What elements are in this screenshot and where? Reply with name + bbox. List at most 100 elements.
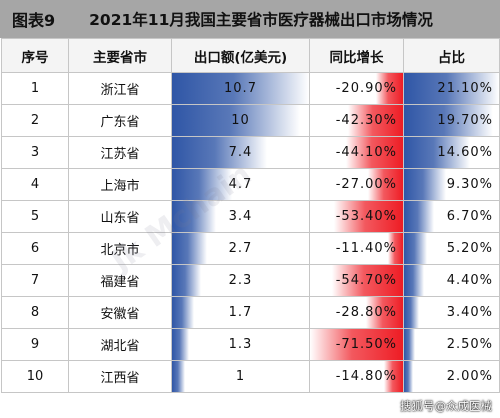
row-export-value: 2.3 <box>228 273 253 288</box>
row-index: 7 <box>1 264 69 297</box>
row-export: 2.3 <box>171 264 310 297</box>
row-province: 江西省 <box>68 360 172 393</box>
row-growth: -42.30% <box>309 104 404 137</box>
row-share-value: 2.00% <box>446 369 493 384</box>
row-growth-bar <box>365 297 403 328</box>
table-row: 7 福建省 2.3 -54.70% 4.40% <box>1 264 500 297</box>
row-export-bar <box>172 297 194 328</box>
row-share: 2.00% <box>403 360 500 393</box>
row-index: 4 <box>1 168 69 201</box>
row-growth: -71.50% <box>309 328 404 361</box>
row-growth-bar <box>375 73 403 104</box>
row-export-value: 4.7 <box>228 177 253 192</box>
table-row: 2 广东省 10 -42.30% 19.70% <box>1 104 500 137</box>
row-growth-value: -53.40% <box>335 209 397 224</box>
row-growth-bar <box>383 361 403 392</box>
row-province: 江苏省 <box>68 136 172 169</box>
row-export: 10 <box>171 104 310 137</box>
row-growth-value: -28.80% <box>335 305 397 320</box>
row-index: 3 <box>1 136 69 169</box>
row-growth-bar <box>345 137 403 168</box>
row-export-value: 1.7 <box>228 305 253 320</box>
export-table: 序号 主要省市 出口额(亿美元) 同比增长 占比 1 浙江省 10.7 -20.90%… <box>1 38 500 393</box>
row-index: 9 <box>1 328 69 361</box>
row-export: 1.7 <box>171 296 310 329</box>
table-header-row: 序号 主要省市 出口额(亿美元) 同比增长 占比 <box>1 38 500 73</box>
row-share: 4.40% <box>403 264 500 297</box>
row-export: 2.7 <box>171 232 310 265</box>
row-index: 2 <box>1 104 69 137</box>
header-export: 出口额(亿美元) <box>171 38 310 73</box>
row-growth-bar <box>331 265 403 296</box>
row-growth: -54.70% <box>309 264 404 297</box>
row-growth-bar <box>333 201 403 232</box>
row-growth-value: -27.00% <box>335 177 397 192</box>
row-share-value: 19.70% <box>437 113 493 128</box>
row-province: 广东省 <box>68 104 172 137</box>
row-share: 3.40% <box>403 296 500 329</box>
row-growth: -14.80% <box>309 360 404 393</box>
row-growth-bar <box>367 169 403 200</box>
row-growth-value: -14.80% <box>335 369 397 384</box>
row-export-bar <box>172 105 301 136</box>
row-export: 4.7 <box>171 168 310 201</box>
table-row: 6 北京市 2.7 -11.40% 5.20% <box>1 232 500 265</box>
figure-header: 图表9 2021年11月我国主要省市医疗器械出口市场情况 <box>0 0 500 38</box>
row-growth-bar <box>347 105 403 136</box>
row-export-bar <box>172 169 233 200</box>
row-export-value: 3.4 <box>228 209 253 224</box>
row-growth: -53.40% <box>309 200 404 233</box>
row-growth: -27.00% <box>309 168 404 201</box>
table-row: 8 安徽省 1.7 -28.80% 3.40% <box>1 296 500 329</box>
row-export-bar <box>172 265 202 296</box>
row-province: 福建省 <box>68 264 172 297</box>
row-export-bar <box>172 137 267 168</box>
row-share-value: 5.20% <box>446 241 493 256</box>
row-export-bar <box>172 233 207 264</box>
row-share: 6.70% <box>403 200 500 233</box>
row-export-bar <box>172 73 309 104</box>
row-growth: -28.80% <box>309 296 404 329</box>
row-export-bar <box>172 329 189 360</box>
row-province: 湖北省 <box>68 328 172 361</box>
header-share: 占比 <box>403 38 500 73</box>
row-index: 5 <box>1 200 69 233</box>
row-export-value: 10 <box>231 113 250 128</box>
row-share-value: 3.40% <box>446 305 493 320</box>
row-share-bar <box>404 361 413 392</box>
row-growth-value: -11.40% <box>335 241 397 256</box>
figure-title: 2021年11月我国主要省市医疗器械出口市场情况 <box>89 11 433 29</box>
row-index: 8 <box>1 296 69 329</box>
row-export-value: 2.7 <box>228 241 253 256</box>
row-export-value: 1 <box>235 369 246 384</box>
row-share-bar <box>404 329 416 360</box>
row-index: 10 <box>1 360 69 393</box>
table-body: 1 浙江省 10.7 -20.90% 21.10% 2 广东省 10 -42.30% 19.70%… <box>1 72 500 393</box>
row-export-value: 7.4 <box>228 145 253 160</box>
row-share-bar <box>404 233 428 264</box>
table-row: 10 江西省 1 -14.80% 2.00% <box>1 360 500 393</box>
row-share: 21.10% <box>403 72 500 105</box>
row-growth: -11.40% <box>309 232 404 265</box>
row-share-bar <box>404 169 446 200</box>
row-growth: -44.10% <box>309 136 404 169</box>
row-share: 14.60% <box>403 136 500 169</box>
row-growth-value: -20.90% <box>335 81 397 96</box>
row-province: 北京市 <box>68 232 172 265</box>
header-province: 主要省市 <box>68 38 172 73</box>
row-growth-value: -44.10% <box>335 145 397 160</box>
row-share-value: 9.30% <box>446 177 493 192</box>
row-share-bar <box>404 297 420 328</box>
row-growth-bar <box>388 233 403 264</box>
header-index: 序号 <box>1 38 69 73</box>
row-export: 10.7 <box>171 72 310 105</box>
row-export: 7.4 <box>171 136 310 169</box>
row-province: 浙江省 <box>68 72 172 105</box>
row-share: 9.30% <box>403 168 500 201</box>
table-row: 3 江苏省 7.4 -44.10% 14.60% <box>1 136 500 169</box>
row-export-value: 10.7 <box>224 81 257 96</box>
row-export: 1.3 <box>171 328 310 361</box>
row-export: 3.4 <box>171 200 310 233</box>
source-credit: 搜狐号@众成医械 <box>400 399 492 413</box>
row-share-bar <box>404 137 470 168</box>
